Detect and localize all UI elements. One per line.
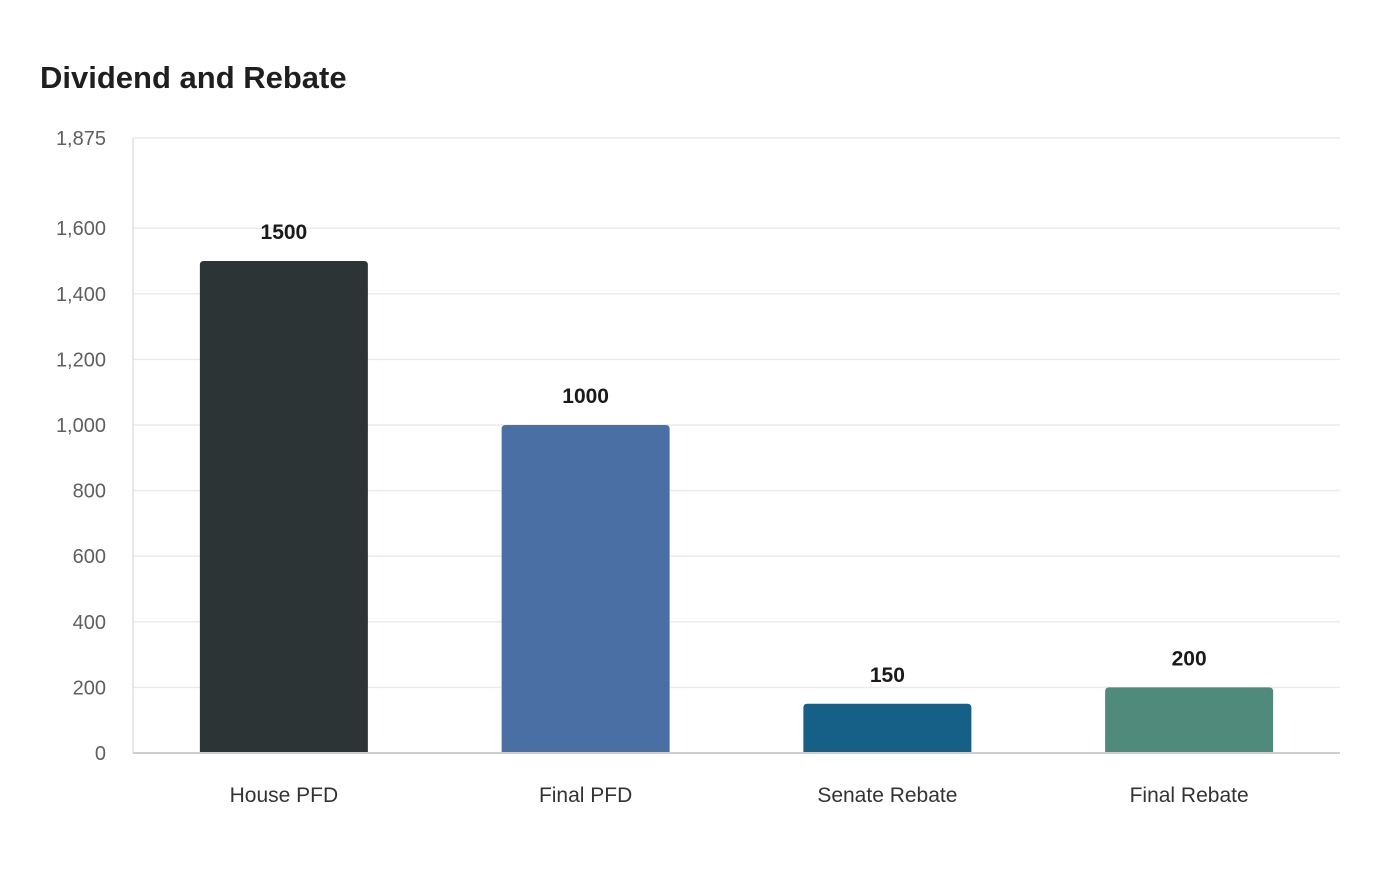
x-tick-label: Final Rebate [1130,784,1249,807]
x-tick-label: Senate Rebate [817,784,957,807]
y-tick-label: 1,600 [56,218,106,240]
y-tick-label: 400 [73,612,106,634]
data-label: 1500 [261,221,308,244]
data-label: 1000 [562,385,609,408]
data-label: 150 [870,664,905,687]
x-tick-label: Final PFD [539,784,632,807]
y-tick-label: 0 [95,743,106,765]
bar[interactable] [1105,687,1274,753]
y-tick-label: 600 [73,546,106,568]
bar[interactable] [199,261,368,753]
y-tick-label: 800 [73,481,106,503]
y-tick-label: 1,400 [56,284,106,306]
y-tick-label: 200 [73,677,106,699]
y-tick-label: 1,875 [56,128,106,150]
data-label: 200 [1172,647,1207,670]
y-tick-label: 1,000 [56,415,106,437]
bar[interactable] [803,703,972,753]
x-tick-label: House PFD [230,784,339,807]
y-tick-label: 1,200 [56,349,106,371]
bar[interactable] [501,425,670,753]
chart-title: Dividend and Rebate [40,60,347,95]
